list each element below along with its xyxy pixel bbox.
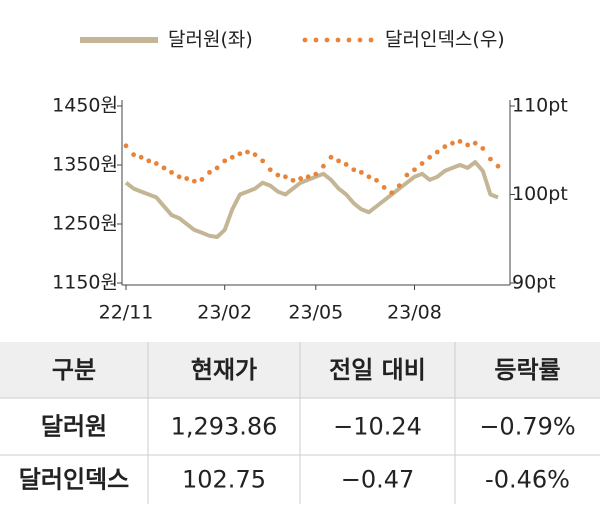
data-point	[457, 139, 463, 144]
x-tick-label: 23/05	[288, 302, 343, 324]
data-point	[298, 176, 304, 181]
data-point	[176, 174, 182, 180]
legend-label: 달러원(좌)	[168, 29, 253, 51]
table-cell: 달러인덱스	[19, 466, 129, 494]
data-point	[260, 158, 266, 164]
data-line	[124, 160, 499, 239]
legend-swatch	[346, 37, 352, 43]
data-point	[305, 174, 311, 180]
legend-label: 달러인덱스(우)	[385, 29, 505, 51]
y-tick-label: 1350원	[52, 154, 118, 176]
table-header: 등락률	[494, 356, 560, 384]
data-point	[412, 167, 417, 173]
data-point	[283, 174, 288, 180]
x-tick-label: 23/02	[197, 302, 252, 324]
data-point	[184, 176, 190, 181]
x-tick-label: 22/11	[99, 302, 154, 324]
data-point	[328, 154, 334, 160]
data-point	[381, 185, 387, 190]
legend-swatch	[368, 37, 374, 43]
data-point	[389, 190, 395, 196]
table-cell: -0.46%	[485, 466, 570, 494]
y-tick-label: 1450원	[52, 95, 118, 117]
data-point	[343, 162, 349, 167]
data-point	[495, 163, 501, 169]
y2-tick-label: 110pt	[512, 95, 568, 117]
legend-swatch	[302, 37, 308, 43]
data-point	[374, 177, 379, 183]
data-point	[214, 165, 220, 171]
legend-swatch	[357, 37, 363, 43]
y-tick-label: 1250원	[52, 213, 118, 235]
table-cell: −10.24	[333, 413, 422, 441]
data-point	[404, 172, 410, 178]
data-point	[419, 161, 425, 166]
data-point	[465, 142, 471, 148]
data-point	[252, 152, 258, 158]
legend-swatch	[335, 37, 341, 43]
y2-tick-label: 90pt	[512, 272, 556, 294]
data-point	[290, 177, 296, 183]
data-point	[313, 171, 319, 177]
data-point	[153, 161, 159, 166]
data-point	[336, 158, 341, 164]
legend-swatch	[313, 37, 319, 43]
data-point	[207, 169, 212, 175]
data-point	[161, 165, 167, 171]
y2-tick-label: 100pt	[512, 183, 568, 205]
data-point	[427, 154, 433, 160]
table-cell: −0.47	[341, 466, 415, 494]
data-point	[199, 177, 205, 182]
data-point	[123, 143, 129, 149]
table-cell: −0.79%	[479, 413, 575, 441]
table-cell: 102.75	[182, 466, 266, 494]
table-header: 전일 대비	[329, 356, 426, 384]
data-point	[267, 167, 273, 173]
data-point	[191, 178, 197, 184]
table-header: 현재가	[191, 356, 257, 384]
data-point	[237, 151, 243, 157]
table-cell: 1,293.86	[171, 413, 278, 441]
x-tick-label: 23/08	[387, 302, 442, 324]
data-point	[488, 156, 493, 162]
data-point	[275, 172, 281, 178]
data-point	[442, 144, 448, 150]
table-header: 구분	[52, 356, 96, 384]
data-point	[131, 152, 136, 158]
data-point	[366, 174, 372, 180]
data-point	[222, 158, 228, 164]
data-point	[320, 163, 326, 169]
data-point	[472, 140, 478, 146]
y-tick-label: 1150원	[52, 272, 118, 294]
data-point	[450, 140, 455, 146]
table-cell: 달러원	[41, 413, 107, 441]
data-point	[351, 167, 357, 173]
data-point	[146, 158, 152, 164]
data-point	[480, 146, 486, 151]
data-point	[169, 169, 174, 175]
data-point	[434, 149, 440, 155]
data-point	[358, 169, 364, 175]
data-point	[138, 154, 144, 160]
data-point	[229, 154, 235, 160]
data-point	[245, 149, 250, 155]
data-point	[396, 183, 402, 189]
legend-swatch	[324, 37, 330, 43]
